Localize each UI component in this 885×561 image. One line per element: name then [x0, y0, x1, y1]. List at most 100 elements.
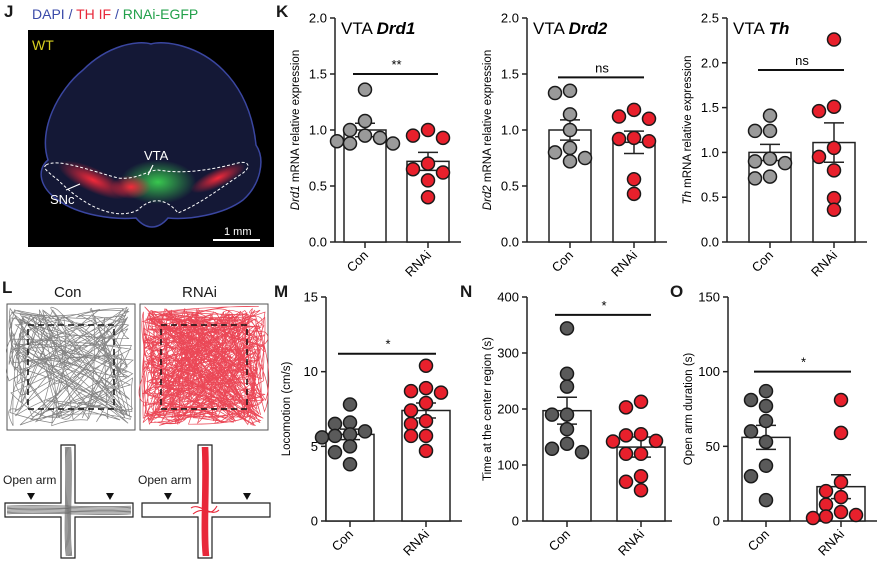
data-point-rnai	[403, 383, 419, 399]
y-axis-label: Drd2 mRNA relative expression	[482, 50, 494, 210]
y-tick-label: 0.0	[501, 235, 519, 250]
legend-sep: /	[111, 6, 123, 22]
data-point-rnai	[405, 128, 421, 143]
y-axis-label: Th mRNA relative expression	[682, 56, 694, 205]
legend-th: TH IF	[76, 6, 112, 22]
vta-label: VTA	[144, 148, 169, 163]
data-point-con	[559, 366, 575, 381]
data-point-rnai	[418, 443, 434, 459]
data-point-rnai	[818, 509, 834, 524]
data-point-rnai	[433, 385, 449, 400]
y-tick-label: 0.5	[309, 179, 327, 194]
data-point-con	[747, 171, 763, 186]
data-point-rnai	[833, 392, 849, 408]
data-point-con	[342, 415, 358, 430]
maze-trace	[190, 446, 220, 557]
snc-label: SNc	[50, 192, 75, 207]
y-tick-label: 100	[497, 458, 519, 473]
y-tick-label: 300	[497, 346, 519, 361]
data-point-con	[547, 85, 563, 101]
chart-locomotion: Locomotion (cm/s) 0 5 10 15 Con RNAi *	[281, 290, 462, 559]
data-point-con	[544, 407, 560, 422]
snc-right-signal	[190, 162, 246, 194]
data-point-rnai	[833, 504, 849, 520]
y-axis-label-text: mRNA relative expression	[290, 50, 302, 186]
chart-title-region: VTA	[533, 19, 569, 38]
y-axis-label-gene: Drd1	[290, 185, 302, 210]
maze-trace	[6, 446, 132, 557]
data-point-con	[357, 113, 373, 129]
data-point-rnai	[811, 149, 827, 165]
x-tick-label: Con	[344, 248, 371, 275]
y-tick-label: 50	[706, 439, 720, 454]
data-point-rnai	[633, 482, 649, 498]
plus-maze-traces	[4, 444, 271, 559]
y-tick-label: 5	[311, 439, 318, 454]
data-point-rnai	[633, 394, 649, 409]
data-point-rnai	[641, 133, 657, 149]
chart-drd1: Drd1 mRNA relative expression 0.0 0.5 1.0 1.…	[290, 11, 461, 280]
open-arm-arrow-icon	[106, 493, 114, 500]
open-arm-arrow-icon	[243, 493, 251, 500]
data-point-rnai	[811, 103, 827, 119]
y-axis-label-gene: Th	[682, 191, 694, 204]
chart-title-region: VTA	[341, 19, 377, 38]
data-point-con	[559, 379, 575, 394]
data-point-con	[559, 407, 575, 422]
data-point-rnai	[826, 202, 842, 217]
open-arm-arrow-icon	[164, 493, 172, 500]
panel-letter-j: J	[4, 2, 14, 21]
significance-label: *	[385, 337, 390, 352]
data-point-con	[762, 169, 778, 184]
data-point-con	[758, 434, 774, 450]
data-point-con	[577, 150, 593, 166]
data-point-con	[327, 445, 343, 460]
y-tick-label: 2.0	[701, 55, 719, 70]
data-point-rnai	[833, 474, 849, 490]
y-tick-label: 0.5	[501, 179, 519, 194]
y-tick-label: 2.5	[701, 11, 719, 26]
data-point-rnai	[805, 510, 821, 526]
y-tick-label: 200	[497, 402, 519, 417]
data-point-con	[544, 441, 560, 457]
open-field-con-label: Con	[54, 284, 82, 301]
data-point-rnai	[618, 400, 634, 415]
chart-center-time: Time at the center region (s) 0 100 200 300 4…	[482, 290, 672, 559]
data-point-con	[758, 383, 774, 399]
legend-sep: /	[64, 6, 77, 22]
data-point-rnai	[833, 489, 849, 505]
data-point-rnai	[403, 416, 419, 432]
significance-label: **	[391, 57, 401, 72]
data-point-con	[559, 436, 575, 451]
data-point-rnai	[626, 130, 642, 146]
data-point-rnai	[418, 413, 434, 429]
data-point-con	[559, 321, 575, 336]
data-point-con	[559, 421, 575, 437]
x-tick-label: Con	[749, 248, 776, 275]
snc-left-signal	[58, 160, 128, 200]
y-tick-label: 150	[698, 290, 720, 305]
y-tick-label: 1.5	[501, 67, 519, 82]
data-point-con	[385, 136, 401, 151]
data-point-rnai	[405, 161, 421, 177]
data-point-con	[574, 444, 590, 460]
panel-letter-k: K	[276, 2, 289, 21]
y-tick-label: 0	[311, 514, 318, 529]
data-point-con	[743, 468, 759, 484]
y-axis-label-gene: Drd2	[482, 185, 494, 211]
data-point-con	[327, 428, 343, 444]
open-field-rnai-label: RNAi	[182, 284, 218, 301]
data-point-rnai	[420, 122, 436, 138]
x-tick-label: RNAi	[815, 526, 847, 558]
chart-open-arm: Open arm duration (s) 0 50 100 150 Con RNAi *	[683, 290, 877, 559]
data-point-con	[314, 430, 330, 445]
data-point-rnai	[611, 131, 627, 147]
x-tick-label: RNAi	[808, 247, 840, 279]
chart-title-gene: Drd2	[569, 19, 608, 38]
data-point-con	[342, 427, 358, 442]
panel-letter-m: M	[274, 282, 289, 301]
data-point-rnai	[818, 497, 834, 512]
data-point-rnai	[611, 109, 627, 124]
plus-maze-group	[4, 444, 271, 559]
data-point-rnai	[618, 428, 634, 443]
